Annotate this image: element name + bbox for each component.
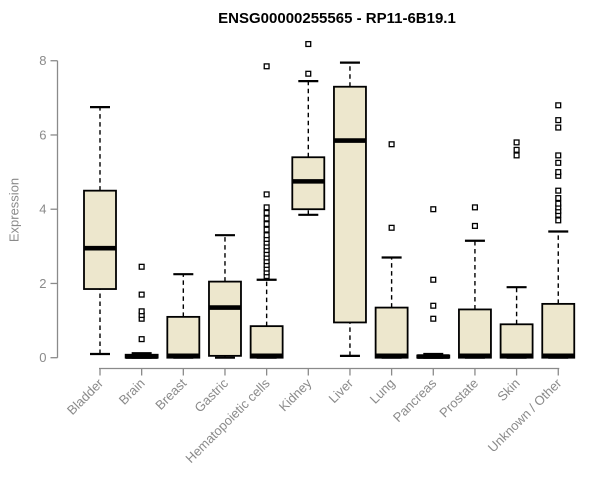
box-rect	[499, 323, 534, 359]
box-group-skin	[499, 139, 534, 359]
outlier-point	[263, 232, 270, 239]
outlier-point	[388, 141, 395, 148]
x-tick-label-prostate: Prostate	[436, 376, 481, 421]
outlier-point	[430, 206, 437, 213]
chart-title: ENSG00000255565 - RP11-6B19.1	[218, 10, 456, 27]
box-group-breast	[166, 273, 201, 359]
outlier-point	[555, 124, 562, 131]
outlier-point	[138, 263, 145, 270]
outlier-point	[263, 63, 270, 70]
x-tick-label-lung: Lung	[367, 376, 398, 407]
box-group-unknown-other	[541, 102, 576, 359]
box-group-lung	[374, 141, 409, 359]
outlier-point	[138, 291, 145, 298]
x-tick-label-kidney: Kidney	[276, 375, 315, 414]
outlier-point	[555, 159, 562, 166]
outlier-point	[430, 276, 437, 283]
y-tick-label: 0	[39, 350, 46, 365]
box-rect	[249, 325, 284, 359]
outlier-point	[263, 226, 270, 233]
y-tick-label: 8	[39, 53, 46, 68]
outlier-point	[555, 169, 562, 176]
box-group-brain	[124, 263, 159, 359]
outlier-point	[430, 302, 437, 309]
box-rect	[458, 308, 492, 359]
x-tick-label-bladder: Bladder	[64, 375, 107, 418]
outlier-point	[555, 187, 562, 194]
outlier-point	[263, 209, 270, 216]
y-axis: 0 2 4 6 8	[39, 53, 59, 365]
y-tick-label: 6	[39, 127, 46, 142]
box-rect	[374, 306, 409, 359]
box-rect	[83, 189, 117, 290]
x-tick-label-breast: Breast	[152, 375, 189, 412]
outlier-point	[138, 308, 145, 315]
outlier-point	[305, 40, 312, 48]
box-rect	[333, 85, 367, 324]
outlier-point	[471, 222, 478, 229]
box-rect	[541, 302, 576, 359]
outlier-point	[513, 152, 520, 159]
outlier-point	[513, 146, 520, 153]
outlier-point	[555, 152, 562, 159]
outlier-point	[305, 70, 312, 77]
outlier-point	[555, 195, 562, 202]
x-tick-label-skin: Skin	[494, 376, 522, 404]
outlier-point	[555, 117, 562, 124]
outlier-point	[555, 200, 562, 207]
outlier-point	[555, 217, 562, 224]
box-group-pancreas	[416, 206, 451, 359]
outlier-point	[555, 102, 562, 109]
outlier-point	[263, 215, 270, 222]
box-group-bladder	[83, 106, 117, 356]
box-rect	[166, 315, 201, 359]
outlier-point	[388, 224, 395, 231]
x-tick-label-brain: Brain	[116, 376, 148, 408]
outlier-point	[471, 204, 478, 211]
box-group-gastric	[208, 234, 242, 359]
box-group-kidney	[291, 40, 326, 216]
y-tick-label: 2	[39, 276, 46, 291]
box-group-prostate	[458, 204, 492, 359]
box-group-hematopoietic-cells	[249, 63, 284, 359]
outlier-point	[263, 221, 270, 228]
box-group-liver	[333, 61, 367, 357]
x-tick-label-pancreas: Pancreas	[390, 375, 440, 425]
outlier-point	[138, 336, 145, 343]
outlier-point	[513, 139, 520, 146]
x-tick-label-liver: Liver	[326, 375, 357, 406]
outlier-point	[430, 315, 437, 322]
x-tick-label-gastric: Gastric	[191, 375, 231, 415]
outlier-point	[263, 191, 270, 198]
box-rect	[208, 280, 242, 357]
outlier-point	[263, 204, 270, 211]
x-tick-label-unknown-other: Unknown / Other	[485, 375, 565, 455]
y-tick-label: 4	[39, 202, 46, 217]
